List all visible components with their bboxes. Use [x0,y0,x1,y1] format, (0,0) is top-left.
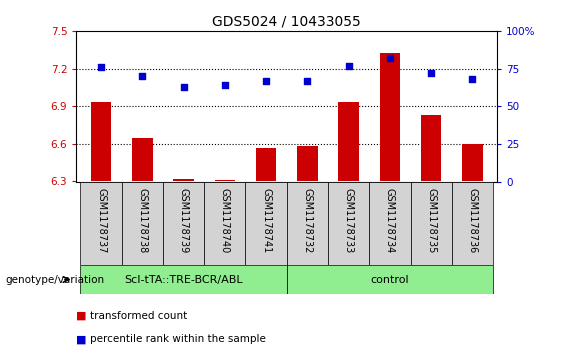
Bar [338,102,359,182]
Bar [370,182,411,265]
Bar [462,144,483,182]
Text: GSM1178735: GSM1178735 [426,188,436,253]
Text: GSM1178739: GSM1178739 [179,188,189,253]
Bar [91,102,111,182]
Point [427,70,436,76]
Text: GSM1178732: GSM1178732 [302,188,312,253]
Bar [204,182,245,265]
Bar [80,265,286,294]
Text: GSM1178740: GSM1178740 [220,188,230,253]
Bar [132,138,153,182]
Bar [380,53,400,181]
Bar [287,182,328,265]
Text: ■: ■ [76,311,87,321]
Bar [163,182,204,265]
Bar [452,182,493,265]
Point [262,78,271,83]
Bar [328,182,370,265]
Bar [411,182,452,265]
Bar [256,148,276,182]
Text: GSM1178741: GSM1178741 [261,188,271,253]
Text: control: control [371,274,409,285]
Bar [121,182,163,265]
Point [138,73,147,79]
Bar [421,115,441,182]
Point [179,84,188,90]
Bar [297,146,318,182]
Point [220,82,229,88]
Point [303,78,312,83]
Text: GSM1178736: GSM1178736 [467,188,477,253]
Bar [173,179,194,182]
Bar [245,182,287,265]
Text: GSM1178737: GSM1178737 [96,188,106,253]
Point [468,76,477,82]
Text: GSM1178734: GSM1178734 [385,188,395,253]
Text: transformed count: transformed count [90,311,188,321]
Text: genotype/variation: genotype/variation [6,274,105,285]
Point [385,55,394,61]
Text: percentile rank within the sample: percentile rank within the sample [90,334,266,344]
Point [344,62,353,68]
Bar [215,180,235,182]
Text: ScI-tTA::TRE-BCR/ABL: ScI-tTA::TRE-BCR/ABL [124,274,243,285]
Bar [80,182,121,265]
Text: ■: ■ [76,334,87,344]
Text: GSM1178733: GSM1178733 [344,188,354,253]
Text: GSM1178738: GSM1178738 [137,188,147,253]
Bar [287,265,493,294]
Point [97,64,106,70]
Title: GDS5024 / 10433055: GDS5024 / 10433055 [212,14,361,28]
